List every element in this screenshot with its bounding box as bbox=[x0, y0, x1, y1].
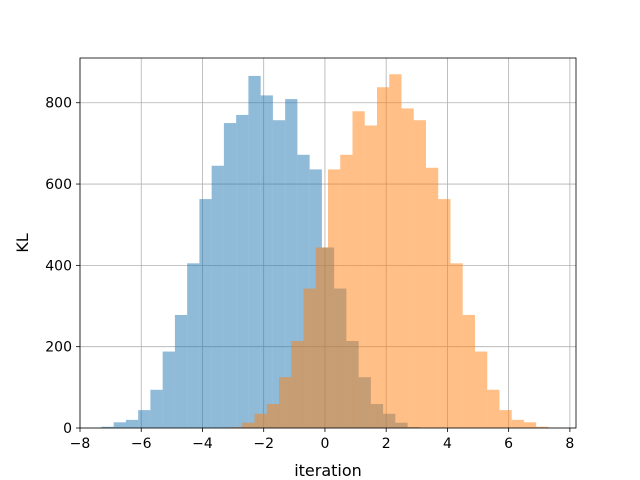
x-tick-label: 2 bbox=[382, 436, 391, 452]
histogram-bar bbox=[303, 288, 316, 428]
histogram-bar bbox=[401, 108, 414, 429]
histogram-bar bbox=[523, 422, 537, 428]
histogram-bar bbox=[511, 419, 524, 428]
x-tick-label: −6 bbox=[131, 436, 152, 452]
histogram-bar bbox=[223, 123, 237, 429]
x-tick-label: −4 bbox=[192, 436, 213, 452]
y-tick-label: 0 bbox=[63, 421, 72, 437]
histogram-bar bbox=[291, 340, 304, 428]
series-1-bars bbox=[230, 74, 549, 429]
histogram-bar bbox=[315, 247, 328, 428]
x-tick-label: 6 bbox=[504, 436, 513, 452]
histogram-bar bbox=[450, 263, 463, 428]
histogram-bar bbox=[211, 165, 224, 428]
histogram-bar bbox=[487, 389, 500, 428]
histogram-bar bbox=[425, 167, 439, 428]
x-tick-label: 4 bbox=[443, 436, 452, 452]
y-tick-label: 200 bbox=[45, 340, 72, 356]
histogram-bar bbox=[101, 426, 114, 428]
histogram-bar bbox=[376, 87, 390, 429]
x-tick-label: −8 bbox=[70, 436, 91, 452]
histogram-bar bbox=[162, 351, 175, 428]
histogram-bar bbox=[340, 154, 353, 428]
histogram-bar bbox=[474, 351, 488, 428]
histogram-bar bbox=[438, 199, 451, 428]
histogram-bar bbox=[113, 422, 126, 428]
y-tick-label: 400 bbox=[45, 258, 72, 274]
histogram-bar bbox=[138, 410, 151, 428]
histogram-bar bbox=[352, 111, 365, 428]
histogram-bar bbox=[248, 75, 261, 428]
x-tick-label: 8 bbox=[565, 436, 574, 452]
y-tick-label: 800 bbox=[45, 96, 72, 112]
histogram-bar bbox=[272, 120, 286, 428]
histogram-bar bbox=[125, 419, 139, 428]
x-tick-label: 0 bbox=[320, 436, 329, 452]
plot-frame bbox=[79, 57, 577, 429]
x-tick-label: −2 bbox=[253, 436, 274, 452]
histogram-bar bbox=[199, 199, 212, 428]
histogram-bars bbox=[101, 74, 549, 429]
histogram-bar bbox=[364, 125, 377, 428]
histogram-bar bbox=[389, 74, 402, 428]
histogram-bar bbox=[328, 169, 341, 428]
histogram-bar bbox=[150, 389, 163, 428]
histogram-bar bbox=[260, 95, 273, 429]
y-axis-label: KL bbox=[13, 233, 32, 252]
histogram-bar bbox=[187, 263, 200, 428]
histogram-bar bbox=[266, 404, 280, 428]
histogram-bar bbox=[242, 422, 255, 428]
histogram-bar bbox=[230, 427, 243, 428]
histogram-bar bbox=[254, 413, 267, 428]
y-tick-label: 600 bbox=[45, 177, 72, 193]
x-axis-label: iteration bbox=[294, 461, 362, 480]
histogram-bar bbox=[174, 314, 188, 428]
histogram-bar bbox=[279, 377, 292, 428]
histogram-bar bbox=[413, 120, 426, 428]
histogram-bar bbox=[462, 314, 475, 428]
axis-ticks: −8 −6 −4 −2 0 2 4 6 8 0 200 400 600 800 bbox=[45, 96, 574, 452]
histogram-bar bbox=[499, 410, 512, 428]
histogram-bar bbox=[536, 426, 549, 428]
histogram-bar bbox=[236, 114, 249, 428]
